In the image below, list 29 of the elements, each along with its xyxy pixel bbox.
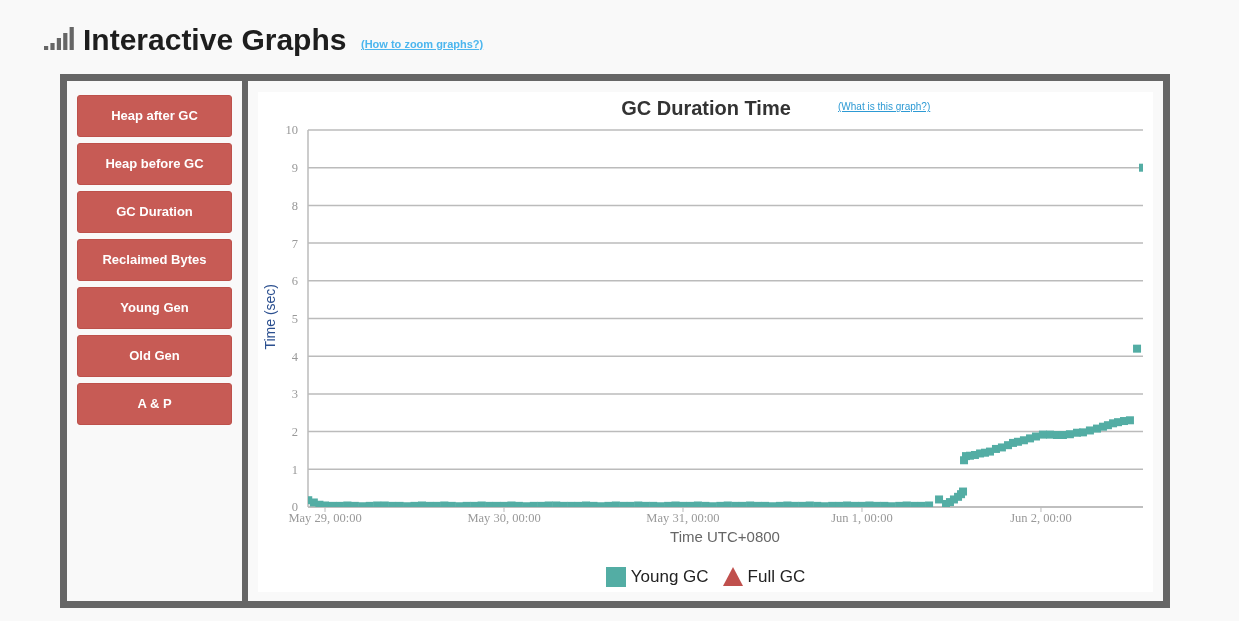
y-tick-label: 7: [291, 236, 298, 251]
y-tick-label: 6: [291, 274, 298, 289]
graph-button: Heap before GC: [77, 143, 232, 185]
y-tick-label: 10: [285, 123, 298, 138]
legend-label: Full GC: [747, 566, 806, 588]
x-tick-label: May 31, 00:00: [646, 510, 720, 525]
y-tick-label: 8: [291, 198, 298, 213]
graph-button: Heap after GC: [77, 95, 232, 137]
x-tick-label: May 30, 00:00: [467, 510, 541, 525]
y-tick-label: 4: [291, 349, 299, 364]
chart-title: GC Duration Time: [621, 97, 791, 119]
text: Interactive Graphs: [83, 23, 347, 56]
legend-label: Young GC: [630, 566, 709, 588]
x-tick-label: Jun 2, 00:00: [1010, 510, 1072, 525]
y-tick-label: 2: [291, 425, 298, 440]
text: (What is this graph?): [838, 101, 931, 113]
y-tick-label: 5: [291, 311, 298, 326]
y-axis-title: Time (sec): [262, 284, 278, 350]
x-axis-title: Time UTC+0800: [669, 528, 781, 546]
graph-button: Old Gen: [77, 335, 232, 377]
y-tick-label: 9: [291, 161, 298, 176]
text: (How to zoom graphs?): [361, 37, 484, 51]
y-tick-label: 1: [291, 462, 298, 477]
y-tick-label: 3: [291, 387, 298, 402]
graph-button: GC Duration: [77, 191, 232, 233]
graph-button: Reclaimed Bytes: [77, 239, 232, 281]
x-tick-label: Jun 1, 00:00: [831, 510, 893, 525]
graph-button: A & P: [77, 383, 232, 425]
graph-button: Young Gen: [77, 287, 232, 329]
